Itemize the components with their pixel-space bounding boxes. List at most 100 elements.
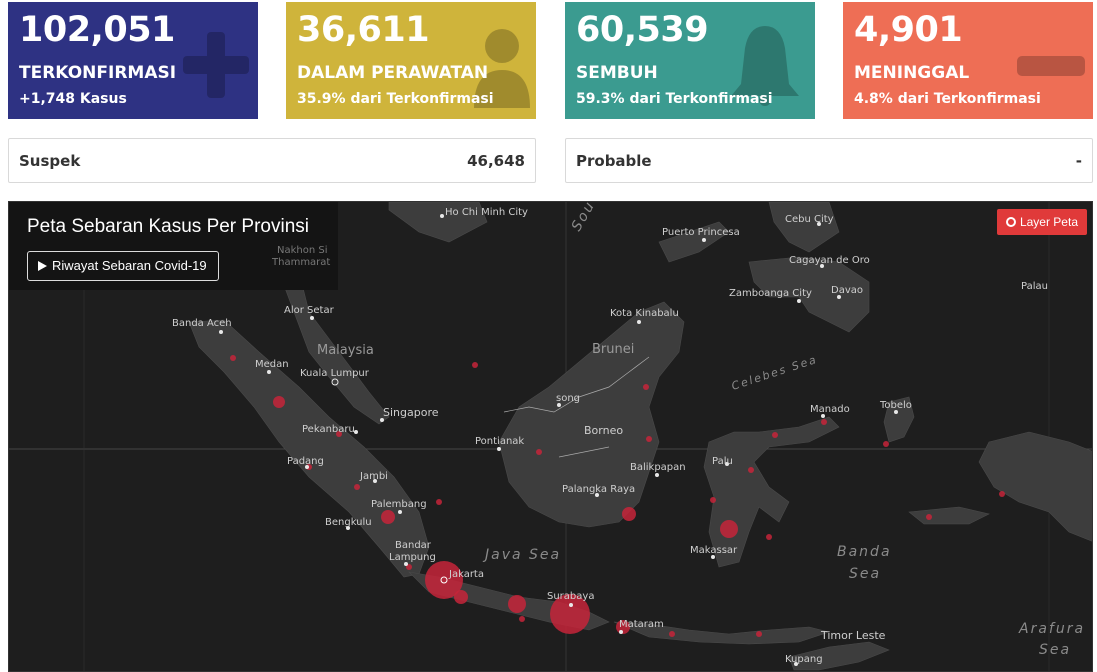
case-marker-babel (436, 499, 442, 505)
city-dots (219, 214, 898, 666)
city-dot (619, 630, 623, 634)
deaths-label: MENINGGAL (854, 63, 970, 83)
map-label-brunei: Brunei (592, 342, 634, 357)
city-dot (346, 526, 350, 530)
city-dot (702, 238, 706, 242)
confirmed-label: TERKONFIRMASI (19, 63, 177, 83)
map-label-song: song (556, 393, 580, 404)
map-label-banda-sea-2: Sea (849, 566, 881, 582)
case-marker-papua (926, 514, 932, 520)
land-mindanao (748, 256, 870, 333)
suspect-box: Suspek 46,648 (8, 138, 536, 183)
suspect-value: 46,648 (467, 152, 525, 170)
case-marker-jawa-barat (454, 590, 468, 604)
jakarta-marker-ring (440, 576, 448, 584)
map-title: Peta Sebaran Kasus Per Provinsi (27, 216, 309, 237)
city-dot (820, 264, 824, 268)
case-marker-sulut (821, 419, 827, 425)
map-label-manado: Manado (810, 404, 850, 415)
border-line (503, 356, 650, 413)
deaths-card: 4,901 MENINGGAL 4.8% dari Terkonfirmasi (843, 2, 1093, 119)
map-label-banda-aceh: Banda Aceh (172, 318, 232, 329)
city-dot (655, 473, 659, 477)
land-sumatra (188, 319, 430, 578)
city-dot (219, 330, 223, 334)
city-dot (837, 295, 841, 299)
suspect-label: Suspek (19, 152, 81, 170)
map-label-palu: Palu (712, 456, 733, 467)
map-title-panel: Nakhon Si Thammarat Peta Sebaran Kasus P… (9, 202, 338, 290)
minus-icon (1017, 56, 1085, 76)
map-label-balikpapan: Balikpapan (630, 462, 686, 473)
map-label-jambi: Jambi (359, 471, 388, 482)
land-halmahera (883, 396, 915, 443)
map-label-palau: Palau (1021, 281, 1048, 292)
case-marker-jakarta (425, 561, 463, 599)
map-label-puerto-princesa: Puerto Princesa (662, 227, 740, 238)
map-label-timor-leste: Timor Leste (820, 629, 886, 642)
city-dot (595, 493, 599, 497)
case-marker-sumut (273, 396, 285, 408)
case-marker-aceh (230, 355, 236, 361)
land-visayas (768, 202, 840, 253)
city-dot (569, 603, 573, 607)
map-label-thammarat: Thammarat (271, 257, 330, 268)
case-marker-diy (519, 616, 525, 622)
case-marker-bali (616, 620, 630, 634)
city-dot (440, 214, 444, 218)
map-label-kuala-lumpur: Kuala Lumpur (300, 368, 370, 379)
city-dot (310, 316, 314, 320)
confirmed-count: 102,051 (19, 10, 175, 50)
case-marker-jawa-tengah (508, 595, 526, 613)
map-label-ho-chi-minh: Ho Chi Minh City (445, 207, 528, 218)
map-label-mataram: Mataram (619, 619, 664, 630)
map-label-pekanbaru: Pekanbaru (302, 424, 355, 435)
probable-box: Probable - (565, 138, 1093, 183)
land-papua (978, 431, 1092, 542)
map-canvas[interactable]: Ho Chi Minh City Cebu City Puerto Prince… (9, 202, 1093, 672)
case-marker-ntb (669, 631, 675, 637)
city-dot (711, 555, 715, 559)
confirmed-sub: +1,748 Kasus (19, 91, 127, 107)
case-marker-kalbar (536, 449, 542, 455)
city-dot (557, 403, 561, 407)
capital-marker (331, 378, 339, 386)
map-label-arafura-2: Sea (1039, 642, 1071, 658)
land-borneo (498, 301, 685, 528)
case-marker-lampung (406, 564, 412, 570)
borders (503, 356, 650, 458)
land-palawan (658, 221, 730, 263)
city-dot (894, 410, 898, 414)
map-label-lampung: Lampung (389, 552, 436, 563)
case-marker-kepri (472, 362, 478, 368)
map-label-padang: Padang (287, 456, 324, 467)
city-dot (725, 462, 729, 466)
probable-label: Probable (576, 152, 652, 170)
plus-icon (183, 32, 249, 98)
city-dot (404, 562, 408, 566)
case-marker-sulteng (748, 467, 754, 473)
land-bali-lombok (613, 621, 831, 645)
probable-value: - (1075, 152, 1082, 170)
map-label-pontianak: Pontianak (475, 436, 524, 447)
map-label-zamboanga: Zamboanga City (729, 288, 812, 299)
map-label-kota-kinabalu: Kota Kinabalu (610, 308, 679, 319)
layers-icon (1005, 216, 1016, 227)
city-dot (637, 320, 641, 324)
map-label-cebu: Cebu City (785, 214, 834, 225)
map-label-bengkulu: Bengkulu (325, 517, 372, 528)
city-dot (398, 510, 402, 514)
layer-button[interactable]: Layer Peta (996, 209, 1087, 235)
recovered-card: 60,539 SEMBUH 59.3% dari Terkonfirmasi (565, 2, 815, 119)
land-seram (908, 506, 990, 525)
case-marker-kaltara (643, 384, 649, 390)
history-button[interactable]: Riwayat Sebaran Covid-19 (27, 251, 219, 281)
case-marker-ntt (756, 631, 762, 637)
map-label-borneo: Borneo (584, 424, 623, 437)
city-dot (794, 662, 798, 666)
city-dot (821, 414, 825, 418)
province-map[interactable]: Ho Chi Minh City Cebu City Puerto Prince… (8, 201, 1093, 672)
map-label-nakhon: Nakhon Si (277, 245, 328, 256)
recovered-count: 60,539 (576, 10, 709, 50)
map-label-banda-sea-1: Banda (837, 544, 892, 560)
